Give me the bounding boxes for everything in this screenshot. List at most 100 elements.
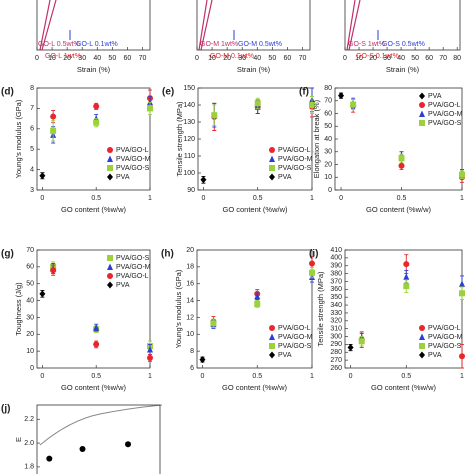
- x-tick-label: 0: [40, 195, 44, 202]
- x-tick-label: 50: [411, 55, 419, 62]
- point: [419, 351, 425, 359]
- x-tick-label: 0: [343, 55, 347, 62]
- point: [269, 147, 275, 153]
- y-tick-label: 360: [330, 286, 342, 293]
- annotation: GO-M 0.1wt%: [210, 53, 254, 60]
- y-tick-label: 0: [328, 187, 332, 194]
- y-tick-label: 20: [26, 331, 34, 338]
- y-tick-label: 350: [330, 294, 342, 301]
- x-tick-label: 70: [139, 55, 147, 62]
- y-tick-label: 14: [186, 297, 194, 304]
- y-axis-label: Elongation at break (%): [312, 99, 321, 178]
- y-tick-label: 10: [26, 348, 34, 355]
- point: [39, 290, 46, 298]
- legend-label: PVA/GO-L: [278, 325, 311, 332]
- x-axis-label: Strain (%): [386, 65, 420, 74]
- x-tick-label: 60: [284, 55, 292, 62]
- point: [107, 147, 113, 153]
- x-axis-label: GO content (%w/w): [366, 205, 432, 214]
- legend-label: PVA/GO-S: [116, 255, 150, 262]
- point: [93, 119, 100, 126]
- legend-label: PVA/GO-L: [278, 147, 311, 154]
- point: [200, 176, 207, 184]
- point: [93, 324, 100, 331]
- y-tick-label: 100: [183, 170, 195, 177]
- y-tick-label: 310: [330, 326, 342, 333]
- plot-frame: [344, 0, 461, 51]
- x-tick-label: 0.5: [91, 373, 101, 380]
- y-tick-label: 70: [324, 98, 332, 105]
- panel-label: (i): [309, 249, 318, 260]
- annotation: GO-S 1wt%: [348, 41, 385, 48]
- plot-frame: [36, 0, 151, 51]
- plot-frame: [196, 249, 313, 369]
- y-tick-label: 8: [30, 85, 34, 92]
- legend-label: PVA/GO-M: [116, 156, 151, 163]
- point: [269, 343, 275, 349]
- x-tick-label: 80: [453, 55, 461, 62]
- x-tick-label: 0: [40, 373, 44, 380]
- point: [107, 263, 113, 270]
- point: [107, 165, 113, 171]
- y-tick-label: 6: [190, 365, 194, 372]
- point: [269, 165, 275, 171]
- point: [254, 292, 261, 300]
- legend-label: PVA: [428, 93, 442, 100]
- y-tick-label: 50: [26, 281, 34, 288]
- point: [107, 173, 113, 181]
- y-tick-label: 270: [330, 357, 342, 364]
- y-tick-label: 50: [324, 123, 332, 130]
- y-tick-label: 410: [330, 247, 342, 254]
- y-tick-label: 7: [30, 105, 34, 112]
- x-tick-label: 70: [439, 55, 447, 62]
- x-tick-label: 0.5: [397, 195, 407, 202]
- y-tick-label: 1.8: [24, 464, 34, 471]
- point: [419, 343, 425, 349]
- panel-label: (h): [161, 249, 174, 260]
- point: [350, 101, 357, 108]
- plot-frame: [196, 0, 311, 51]
- y-tick-label: 300: [330, 333, 342, 340]
- legend-label: PVA/GO-L: [116, 273, 149, 280]
- y-tick-label: 70: [26, 247, 34, 254]
- y-tick-label: 5: [30, 146, 34, 153]
- y-tick-label: 400: [330, 255, 342, 262]
- legend-label: PVA/GO-L: [428, 102, 461, 109]
- x-tick-label: 30: [78, 55, 86, 62]
- y-tick-label: 12: [186, 314, 194, 321]
- legend-label: PVA/GO-S: [278, 343, 312, 350]
- legend-label: PVA/GO-S: [428, 120, 462, 127]
- legend-label: PVA: [116, 282, 130, 289]
- x-tick-label: 0: [35, 55, 39, 62]
- legend-label: PVA: [428, 352, 442, 359]
- x-tick-label: 10: [208, 55, 216, 62]
- x-tick-label: 30: [238, 55, 246, 62]
- x-tick-label: 0: [349, 373, 353, 380]
- y-tick-label: 8: [190, 348, 194, 355]
- point: [254, 100, 261, 107]
- point: [459, 280, 465, 287]
- y-tick-label: 260: [330, 365, 342, 372]
- annotation: GO-L 0.5wt%: [38, 41, 80, 48]
- point: [107, 255, 113, 261]
- x-tick-label: 1: [460, 195, 464, 202]
- point: [347, 344, 354, 352]
- y-tick-label: 0: [30, 365, 34, 372]
- legend-label: PVA: [116, 174, 130, 181]
- x-tick-label: 20: [369, 55, 377, 62]
- y-axis-label: Young's modulus (GPa): [174, 269, 183, 348]
- x-tick-label: 60: [425, 55, 433, 62]
- legend-label: PVA/GO-S: [428, 343, 462, 350]
- legend-label: PVA/GO-M: [116, 264, 151, 271]
- x-axis-label: Strain (%): [77, 65, 111, 74]
- x-tick-label: 40: [253, 55, 261, 62]
- x-tick-label: 50: [108, 55, 116, 62]
- point: [46, 455, 53, 462]
- y-axis-label: Tensile strength (MPa): [316, 271, 325, 347]
- point: [125, 441, 132, 448]
- point: [269, 351, 275, 359]
- legend-label: PVA/GO-M: [278, 156, 313, 163]
- point: [269, 333, 275, 340]
- annotation: GO-M 1wt%: [200, 41, 238, 48]
